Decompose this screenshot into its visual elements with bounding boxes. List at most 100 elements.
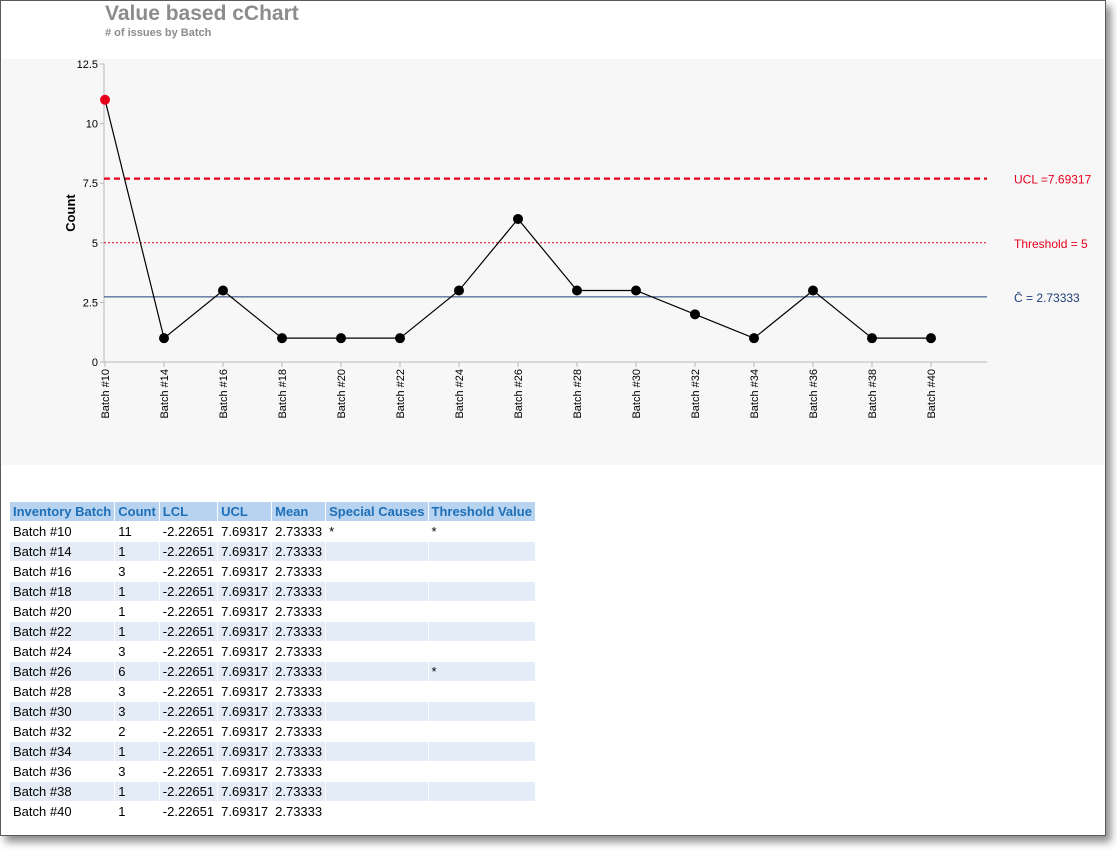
x-tick-label: Batch #38: [867, 369, 879, 419]
table-cell: -2.22651: [158, 561, 219, 582]
table-cell: [325, 661, 429, 682]
table-cell: -2.22651: [158, 801, 219, 822]
table-cell: 2.73333: [271, 801, 327, 822]
table-cell: 7.69317: [217, 601, 273, 622]
table-row: Batch #14 1 -2.22651 7.69317 2.73333: [8, 541, 536, 562]
table-cell: 7.69317: [217, 561, 273, 582]
table-cell: 2.73333: [271, 581, 327, 602]
table-cell: -2.22651: [158, 641, 219, 662]
table-cell: [427, 761, 536, 782]
data-point: [690, 309, 700, 320]
column-header: LCL: [158, 501, 219, 522]
table-row: Batch #36 3 -2.22651 7.69317 2.73333: [8, 761, 536, 782]
table-cell: 2.73333: [271, 741, 327, 762]
table-cell: 1: [114, 741, 160, 762]
y-axis-label: Count: [63, 194, 78, 232]
column-header: Threshold Value: [427, 501, 536, 522]
table-cell: 1: [114, 581, 160, 602]
table-cell: *: [325, 521, 429, 542]
data-point-out-of-control: [100, 94, 110, 105]
table-cell: [325, 761, 429, 782]
table-cell: Batch #26: [8, 661, 116, 682]
table-cell: [427, 721, 536, 742]
table-cell: -2.22651: [158, 661, 219, 682]
table-cell: Batch #34: [8, 741, 116, 762]
table-cell: [325, 541, 429, 562]
table-cell: Batch #40: [8, 801, 116, 822]
table-cell: 7.69317: [217, 741, 273, 762]
table-cell: [427, 681, 536, 702]
table-body: Batch #10 11 -2.22651 7.69317 2.73333 * * Batch…: [8, 521, 536, 822]
data-point: [808, 285, 818, 296]
table-row: Batch #28 3 -2.22651 7.69317 2.73333: [8, 681, 536, 702]
table-cell: 2.73333: [271, 621, 327, 642]
data-point: [513, 213, 523, 224]
x-tick-label: Batch #20: [336, 369, 348, 419]
table-cell: *: [427, 661, 536, 682]
table-cell: -2.22651: [158, 581, 219, 602]
table-cell: 2.73333: [271, 541, 327, 562]
table-cell: [427, 621, 536, 642]
table-cell: [325, 801, 429, 822]
table-cell: 1: [114, 621, 160, 642]
column-header: UCL: [217, 501, 273, 522]
table-cell: 11: [114, 521, 160, 542]
table-cell: 2: [114, 721, 160, 742]
c-chart: 0 2.5 5 7.5 10 12.5 Count Batch #10 Batch #14 Bat…: [63, 59, 1092, 419]
table-cell: Batch #22: [8, 621, 116, 642]
column-header: Count: [114, 501, 160, 522]
table-cell: Batch #20: [8, 601, 116, 622]
table-cell: -2.22651: [158, 621, 219, 642]
table-cell: 2.73333: [271, 601, 327, 622]
x-tick-label: Batch #26: [513, 369, 525, 419]
data-point: [631, 285, 641, 296]
table-cell: [325, 641, 429, 662]
table-cell: 1: [114, 601, 160, 622]
table-cell: 7.69317: [217, 621, 273, 642]
table-row: Batch #18 1 -2.22651 7.69317 2.73333: [8, 581, 536, 602]
table-cell: 2.73333: [271, 761, 327, 782]
table-cell: 2.73333: [271, 701, 327, 722]
y-tick-label: 10: [86, 119, 98, 131]
table-cell: Batch #30: [8, 701, 116, 722]
table-row: Batch #34 1 -2.22651 7.69317 2.73333: [8, 741, 536, 762]
table-cell: 3: [114, 761, 160, 782]
x-tick-label: Batch #28: [572, 369, 584, 419]
column-header: Special Causes: [325, 501, 429, 522]
table-cell: [325, 581, 429, 602]
table-row: Batch #20 1 -2.22651 7.69317 2.73333: [8, 601, 536, 622]
chart-title: Value based cChart: [105, 2, 299, 25]
table-cell: [427, 701, 536, 722]
table-cell: 1: [114, 541, 160, 562]
table-cell: [427, 561, 536, 582]
table-cell: 2.73333: [271, 681, 327, 702]
table-cell: Batch #28: [8, 681, 116, 702]
table-header-row: Inventory Batch Count LCL UCL Mean Special Ca…: [8, 501, 536, 522]
data-point: [926, 333, 936, 344]
table-cell: 7.69317: [217, 701, 273, 722]
x-tick-label: Batch #18: [277, 369, 289, 419]
table-cell: 7.69317: [217, 641, 273, 662]
table-row: Batch #26 6 -2.22651 7.69317 2.73333 *: [8, 661, 536, 682]
table-cell: Batch #14: [8, 541, 116, 562]
table-cell: 3: [114, 561, 160, 582]
table-cell: 1: [114, 801, 160, 822]
table-cell: Batch #16: [8, 561, 116, 582]
table-row: Batch #32 2 -2.22651 7.69317 2.73333: [8, 721, 536, 742]
table-cell: [325, 781, 429, 802]
chart-subtitle: # of issues by Batch: [105, 27, 212, 39]
table-cell: [427, 601, 536, 622]
data-point: [336, 333, 346, 344]
threshold-label: Threshold = 5: [1014, 237, 1088, 251]
x-tick-label: Batch #32: [690, 369, 702, 419]
y-tick-label: 2.5: [83, 297, 98, 309]
table-cell: 7.69317: [217, 781, 273, 802]
table-cell: [427, 541, 536, 562]
table-row: Batch #22 1 -2.22651 7.69317 2.73333: [8, 621, 536, 642]
table-cell: 7.69317: [217, 761, 273, 782]
ucl-label: UCL =7.69317: [1014, 173, 1092, 187]
data-point: [572, 285, 582, 296]
table-cell: 7.69317: [217, 801, 273, 822]
table-row: Batch #24 3 -2.22651 7.69317 2.73333: [8, 641, 536, 662]
table-cell: [325, 741, 429, 762]
